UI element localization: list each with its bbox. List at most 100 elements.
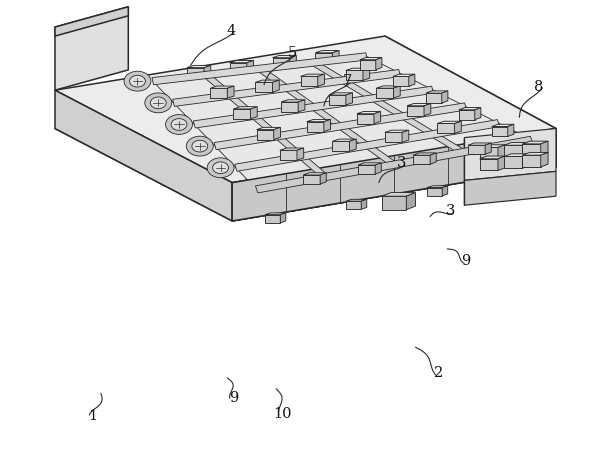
Polygon shape [468, 143, 491, 145]
Polygon shape [402, 130, 409, 143]
Polygon shape [233, 107, 257, 109]
Polygon shape [393, 74, 415, 76]
Polygon shape [55, 7, 128, 36]
Polygon shape [307, 120, 331, 122]
Polygon shape [365, 143, 397, 166]
Circle shape [171, 119, 187, 130]
Polygon shape [297, 148, 304, 160]
Polygon shape [318, 74, 324, 86]
Polygon shape [427, 188, 442, 196]
Polygon shape [301, 74, 324, 76]
Polygon shape [227, 94, 257, 118]
Polygon shape [203, 73, 233, 97]
Polygon shape [346, 199, 367, 201]
Polygon shape [522, 144, 541, 156]
Polygon shape [504, 154, 530, 156]
Polygon shape [153, 56, 532, 189]
Polygon shape [301, 76, 318, 86]
Polygon shape [274, 127, 280, 139]
Polygon shape [413, 155, 430, 164]
Polygon shape [376, 86, 400, 88]
Polygon shape [284, 86, 316, 109]
Polygon shape [273, 80, 279, 92]
Polygon shape [257, 127, 280, 129]
Polygon shape [255, 136, 533, 193]
Polygon shape [407, 104, 431, 106]
Polygon shape [346, 68, 370, 70]
Polygon shape [346, 201, 361, 209]
Polygon shape [508, 174, 523, 182]
Polygon shape [55, 36, 556, 183]
Polygon shape [360, 57, 382, 60]
Polygon shape [210, 86, 234, 88]
Polygon shape [382, 196, 406, 210]
Polygon shape [152, 53, 367, 85]
Polygon shape [406, 193, 415, 210]
Polygon shape [371, 97, 405, 119]
Polygon shape [464, 171, 556, 205]
Polygon shape [232, 129, 556, 221]
Polygon shape [275, 134, 304, 158]
Polygon shape [230, 63, 247, 73]
Polygon shape [480, 147, 498, 159]
Polygon shape [424, 104, 431, 116]
Polygon shape [227, 86, 234, 98]
Text: 4: 4 [226, 23, 236, 38]
Polygon shape [431, 132, 465, 154]
Polygon shape [230, 60, 254, 63]
Polygon shape [480, 145, 505, 147]
Polygon shape [360, 60, 376, 69]
Circle shape [186, 136, 213, 156]
Polygon shape [361, 199, 367, 209]
Polygon shape [522, 143, 530, 157]
Polygon shape [522, 141, 548, 144]
Polygon shape [346, 70, 363, 80]
Polygon shape [426, 91, 448, 93]
Text: 7: 7 [342, 74, 352, 88]
Circle shape [192, 140, 208, 152]
Polygon shape [232, 129, 556, 221]
Polygon shape [427, 186, 448, 188]
Polygon shape [468, 145, 485, 154]
Polygon shape [315, 53, 332, 63]
Polygon shape [459, 110, 475, 120]
Polygon shape [522, 154, 530, 168]
Polygon shape [541, 152, 548, 167]
Polygon shape [393, 76, 409, 86]
Text: 5: 5 [287, 46, 297, 60]
Polygon shape [265, 213, 286, 215]
Polygon shape [255, 83, 273, 92]
Polygon shape [332, 141, 349, 151]
Polygon shape [522, 152, 548, 155]
Polygon shape [455, 121, 461, 133]
Polygon shape [504, 143, 530, 145]
Polygon shape [257, 67, 289, 90]
Polygon shape [233, 109, 251, 119]
Polygon shape [459, 108, 481, 110]
Polygon shape [332, 139, 356, 141]
Text: 9: 9 [229, 391, 238, 405]
Polygon shape [385, 36, 556, 167]
Polygon shape [281, 100, 305, 102]
Polygon shape [504, 145, 522, 157]
Polygon shape [492, 124, 514, 127]
Circle shape [166, 115, 192, 134]
Polygon shape [401, 114, 435, 136]
Polygon shape [332, 51, 339, 63]
Polygon shape [341, 78, 375, 101]
Polygon shape [255, 80, 279, 83]
Polygon shape [55, 90, 232, 221]
Polygon shape [442, 186, 448, 196]
Polygon shape [298, 100, 305, 112]
Polygon shape [442, 91, 448, 103]
Polygon shape [273, 55, 296, 58]
Polygon shape [55, 7, 128, 90]
Polygon shape [385, 130, 409, 133]
Polygon shape [498, 145, 505, 159]
Polygon shape [426, 93, 442, 103]
Polygon shape [464, 129, 556, 180]
Polygon shape [187, 65, 211, 68]
Polygon shape [508, 124, 514, 137]
Polygon shape [280, 150, 297, 160]
Polygon shape [320, 173, 326, 184]
